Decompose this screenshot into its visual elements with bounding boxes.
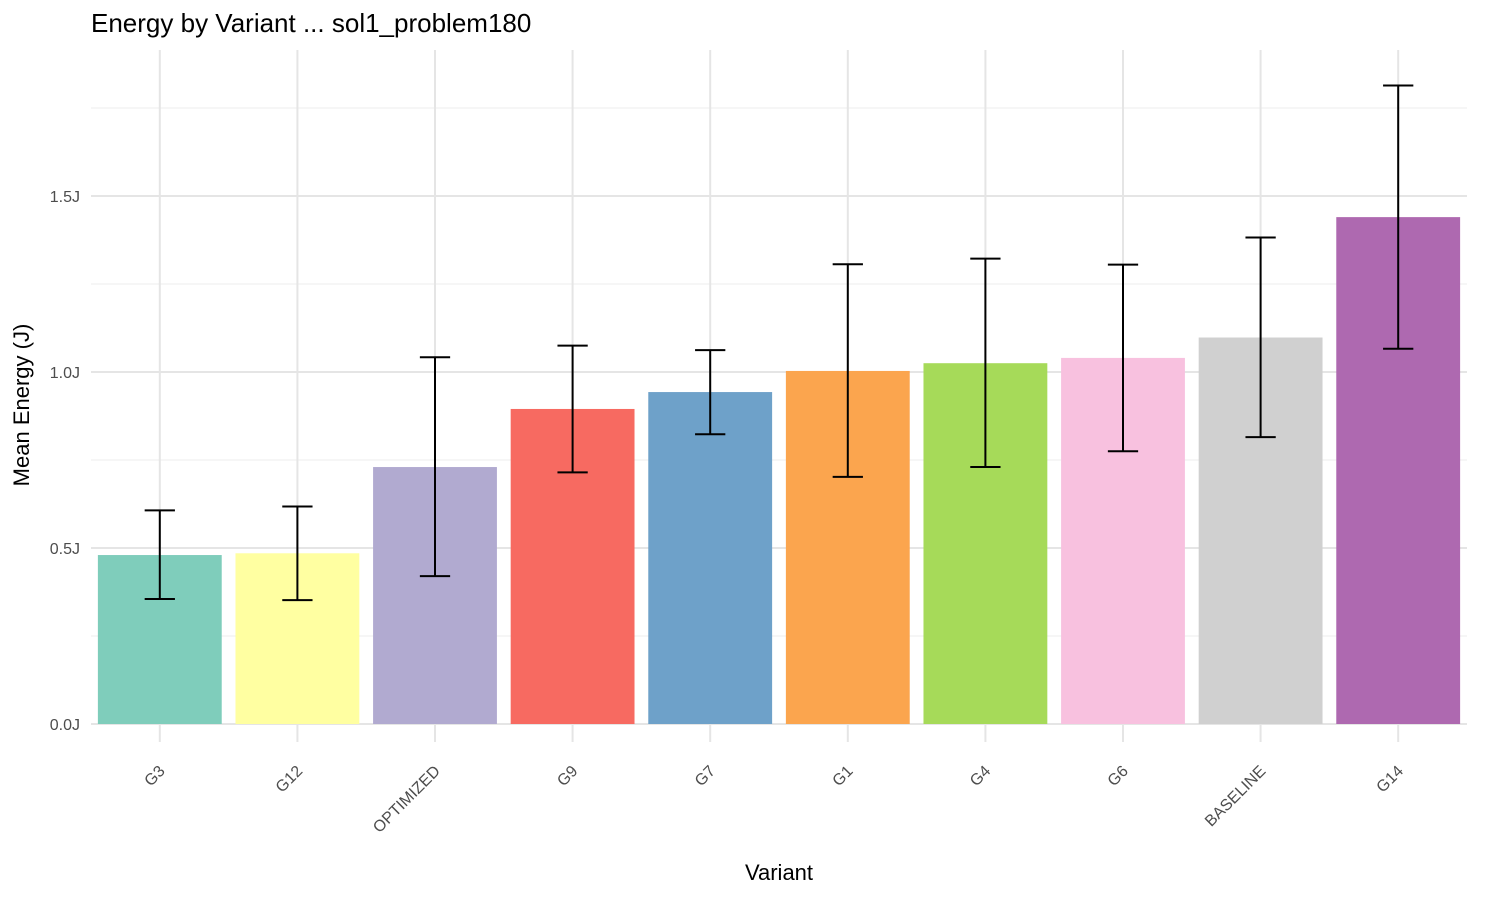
y-tick-label: 0.5J [50, 541, 80, 558]
y-tick-labels: 0.0J 0.5J 1.0J 1.5J [50, 189, 80, 734]
error-bar-baseline [1245, 236, 1276, 439]
x-tick-label-optimized: OPTIMIZED [370, 763, 444, 837]
y-tick-label: 0.0J [50, 717, 80, 734]
bar-g7 [648, 392, 773, 724]
x-tick-label-g4: G4 [967, 763, 994, 790]
error-bar-g6 [1107, 263, 1139, 453]
x-axis-label: Variant [744, 860, 814, 885]
error-bar-g4 [970, 257, 1001, 469]
x-tick-labels: G3 G12 OPTIMIZED G9 G7 G1 G4 G6 BASELINE G14 [142, 763, 1408, 837]
x-tick-label-g14: G14 [1374, 763, 1407, 796]
error-bars [144, 84, 1414, 602]
error-bar-g3 [144, 509, 175, 601]
x-tick-label-g12: G12 [273, 763, 306, 796]
x-tick-label-g3: G3 [142, 763, 169, 790]
error-bar-optimized [419, 356, 451, 578]
x-tick-label-g6: G6 [1105, 763, 1132, 790]
error-bar-g14 [1383, 84, 1414, 350]
bars [97, 217, 1461, 724]
x-tick-label-baseline: BASELINE [1202, 763, 1269, 830]
x-tick-label-g7: G7 [692, 763, 719, 790]
error-bar-g9 [557, 344, 588, 474]
y-tick-label: 1.0J [50, 365, 80, 382]
x-tick-label-g1: G1 [830, 763, 857, 790]
error-bar-g1 [832, 263, 863, 478]
error-bar-g7 [695, 349, 726, 436]
chart-title: Energy by Variant ... sol1_problem180 [91, 8, 532, 38]
x-tick-label-g9: G9 [554, 763, 581, 790]
error-bar-g12 [282, 505, 313, 602]
y-tick-label: 1.5J [50, 189, 80, 206]
